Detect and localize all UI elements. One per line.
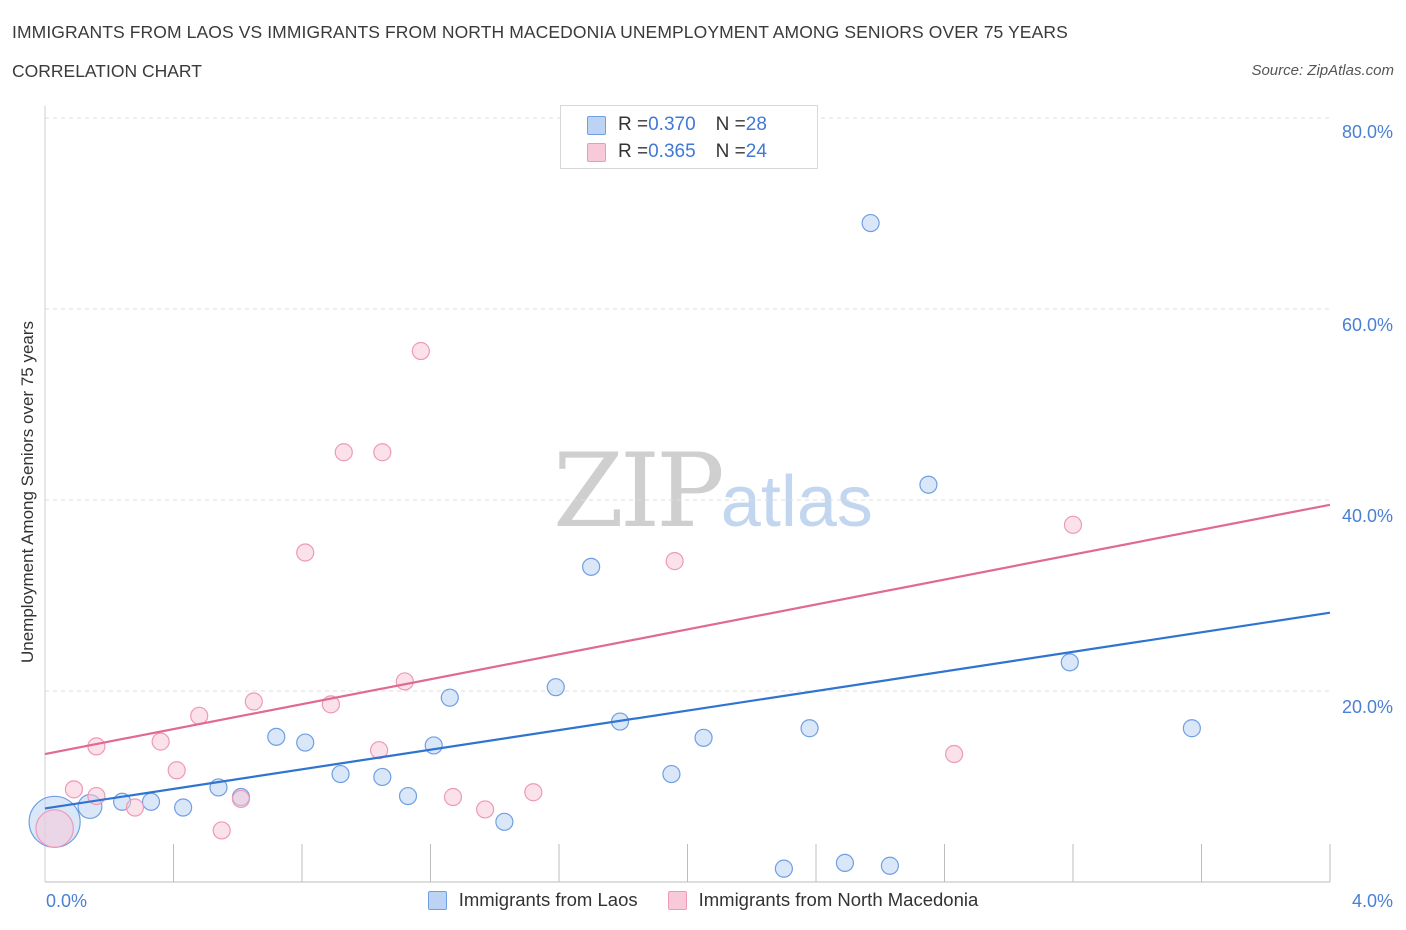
point-macedonia-7 xyxy=(190,706,209,725)
point-macedonia-2 xyxy=(87,737,106,756)
chart-subtitle: CORRELATION CHART xyxy=(12,61,202,81)
y-tick-label-40: 40.0% xyxy=(1341,506,1393,526)
point-laos-26 xyxy=(1060,653,1079,672)
macedonia-n-label: N = xyxy=(715,141,746,162)
point-laos-18 xyxy=(662,764,681,784)
point-laos-10 xyxy=(373,767,392,787)
point-laos-25 xyxy=(919,475,938,494)
y-tick-label-80: 80.0% xyxy=(1341,122,1393,142)
point-laos-14 xyxy=(495,812,514,831)
point-laos-12 xyxy=(424,736,443,755)
watermark-atlas: atlas xyxy=(720,462,873,542)
y-tick-label-60: 60.0% xyxy=(1341,315,1393,335)
watermark: ZIPatlas xyxy=(553,432,873,551)
trend-line-macedonia xyxy=(44,503,1331,756)
watermark-zip: ZIP xyxy=(553,432,725,551)
point-macedonia-15 xyxy=(373,443,392,462)
laos-swatch xyxy=(587,115,606,135)
point-macedonia-11 xyxy=(296,543,315,562)
point-macedonia-0 xyxy=(35,809,74,848)
series-legend: Immigrants from Laos Immigrants from Nor… xyxy=(0,889,1406,911)
macedonia-n-value: 24 xyxy=(745,141,767,162)
point-laos-16 xyxy=(582,557,601,576)
point-macedonia-4 xyxy=(125,798,145,817)
point-laos-24 xyxy=(880,856,899,875)
trend-line-laos xyxy=(44,611,1331,810)
point-laos-19 xyxy=(694,728,713,747)
point-macedonia-23 xyxy=(1063,515,1083,534)
point-macedonia-14 xyxy=(370,741,389,760)
point-laos-7 xyxy=(267,727,286,746)
laos-n-value: 28 xyxy=(745,114,767,135)
point-laos-21 xyxy=(800,719,819,738)
legend-label-macedonia: Immigrants from North Macedonia xyxy=(698,889,979,910)
y-axis-label: Unemployment Among Seniors over 75 years xyxy=(18,320,37,664)
chart-source: Source: ZipAtlas.com xyxy=(1251,62,1394,79)
point-macedonia-22 xyxy=(945,744,964,764)
point-macedonia-1 xyxy=(64,780,84,799)
x-tick-label-max: 4.0% xyxy=(1351,891,1393,911)
legend-swatch-macedonia xyxy=(667,890,687,910)
laos-n-label: N = xyxy=(715,114,746,135)
legend-label-laos: Immigrants from Laos xyxy=(458,889,638,910)
macedonia-swatch xyxy=(587,142,606,162)
point-laos-23 xyxy=(861,213,880,233)
macedonia-r-label: R = xyxy=(618,141,649,162)
point-laos-20 xyxy=(774,859,793,878)
stats-legend-row-laos: R = 0.370 N = 28 xyxy=(587,113,767,137)
stats-legend-row-macedonia: R = 0.365 N = 24 xyxy=(587,140,767,164)
macedonia-r-value: 0.365 xyxy=(648,141,696,162)
point-laos-9 xyxy=(331,764,350,784)
point-macedonia-17 xyxy=(411,341,430,361)
legend-swatch-laos xyxy=(427,890,447,910)
laos-r-label: R = xyxy=(618,114,649,135)
point-laos-8 xyxy=(296,733,315,752)
point-macedonia-19 xyxy=(476,800,495,819)
point-macedonia-18 xyxy=(443,787,463,807)
point-macedonia-13 xyxy=(334,443,353,462)
point-laos-3 xyxy=(141,792,161,811)
point-laos-15 xyxy=(546,678,565,697)
point-macedonia-9 xyxy=(231,789,251,809)
point-laos-4 xyxy=(174,798,193,817)
laos-r-value: 0.370 xyxy=(648,114,696,135)
point-macedonia-16 xyxy=(395,672,414,691)
point-laos-22 xyxy=(835,853,855,873)
x-tick-label-min: 0.0% xyxy=(46,891,88,911)
point-laos-11 xyxy=(398,786,418,806)
point-macedonia-20 xyxy=(524,783,543,802)
point-macedonia-5 xyxy=(151,732,170,751)
point-macedonia-6 xyxy=(167,761,186,780)
chart-title: IMMIGRANTS FROM LAOS VS IMMIGRANTS FROM … xyxy=(12,22,1068,42)
legend-item-macedonia[interactable]: Immigrants from North Macedonia xyxy=(667,889,979,911)
point-laos-27 xyxy=(1182,719,1201,738)
stats-legend: R = 0.370 N = 28 R = 0.365 N = 24 xyxy=(560,105,818,169)
point-macedonia-8 xyxy=(212,821,231,840)
point-macedonia-21 xyxy=(665,552,684,571)
y-tick-label-20: 20.0% xyxy=(1341,697,1393,717)
point-laos-13 xyxy=(440,688,459,707)
legend-item-laos[interactable]: Immigrants from Laos xyxy=(427,889,638,911)
point-macedonia-10 xyxy=(244,692,263,711)
